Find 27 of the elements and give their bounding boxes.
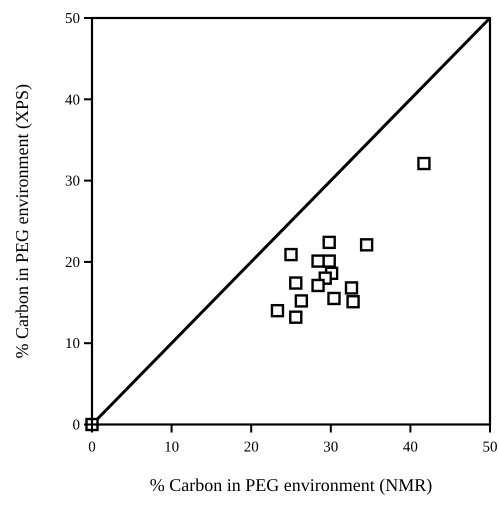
x-tick-label: 50 [482,440,498,456]
point [270,304,284,318]
y-tick-label: 20 [65,254,80,271]
x-tick-label: 30 [323,440,338,456]
y-axis-title: % Carbon in PEG environment (XPS) [12,84,32,358]
point [322,254,336,268]
x-tick-label: 20 [244,440,259,456]
x-axis-title: % Carbon in PEG environment (NMR) [150,475,432,495]
y-tick-label: 0 [72,418,80,434]
point [346,295,360,308]
point [289,276,302,290]
x-tick-label: 0 [88,440,96,456]
point [289,310,302,324]
y-tick-label: 40 [65,92,80,108]
point [284,248,298,262]
point [344,281,358,295]
point [294,294,308,308]
x-tick-label: 40 [402,440,418,456]
y-tick-label: 10 [65,336,80,352]
y-tick-label: 30 [65,174,80,190]
point [360,238,374,252]
point [417,156,431,170]
point [327,292,341,306]
y-tick-label: 50 [65,11,80,27]
x-tick-label: 10 [164,440,180,456]
point [322,236,336,250]
point [311,278,325,292]
